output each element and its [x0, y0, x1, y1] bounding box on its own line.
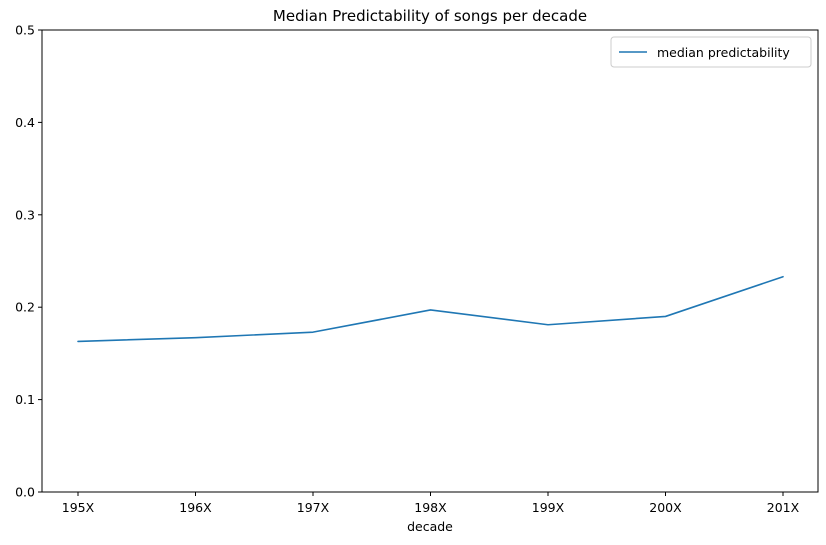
x-tick-label: 198X: [414, 500, 447, 515]
y-axis-ticks: 0.0 0.1 0.2 0.3 0.4 0.5: [15, 23, 42, 500]
series-layer: [77, 275, 784, 343]
data-point: [430, 309, 432, 311]
legend-label: median predictability: [657, 45, 790, 60]
x-tick-label: 201X: [767, 500, 800, 515]
data-point: [665, 316, 667, 318]
y-tick-label: 0.3: [15, 207, 35, 222]
data-point: [77, 341, 79, 343]
chart-title: Median Predictability of songs per decad…: [273, 7, 587, 25]
y-tick-label: 0.1: [15, 392, 35, 407]
legend-box: [610, 36, 812, 68]
data-point: [547, 324, 549, 326]
x-tick-label: 200X: [649, 500, 682, 515]
legend: median predictability: [610, 36, 812, 68]
data-point: [312, 331, 314, 333]
x-tick-label: 195X: [62, 500, 95, 515]
y-tick-label: 0.5: [15, 23, 35, 38]
series-line: [77, 275, 784, 343]
x-tick-label: 196X: [179, 500, 212, 515]
x-axis-ticks: 195X 196X 197X 198X 199X 200X 201X: [62, 492, 800, 515]
y-tick-label: 0.0: [15, 485, 35, 500]
data-point: [782, 276, 784, 278]
plot-area: [42, 30, 818, 492]
y-tick-label: 0.4: [15, 115, 35, 130]
data-point: [195, 337, 197, 339]
y-tick-label: 0.2: [15, 300, 35, 315]
x-tick-label: 199X: [532, 500, 565, 515]
plot-frame: [41, 29, 819, 493]
x-axis-label: decade: [407, 519, 453, 534]
x-tick-label: 197X: [297, 500, 330, 515]
